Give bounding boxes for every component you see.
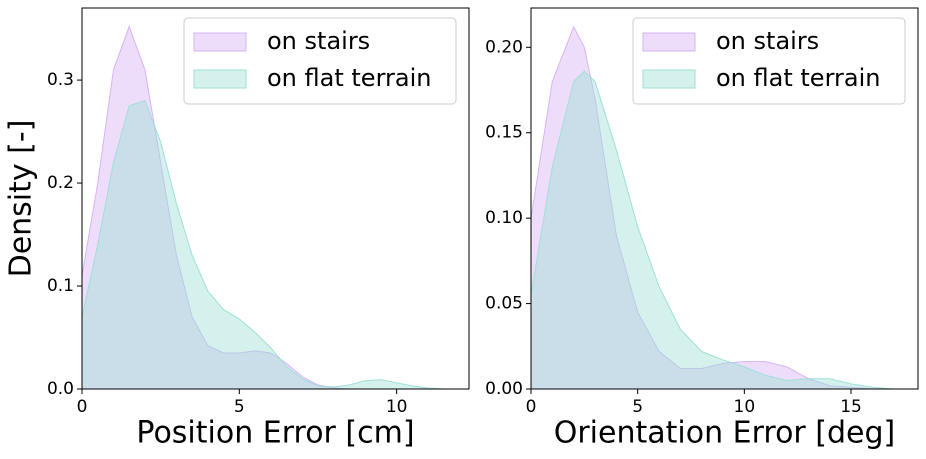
legend-label: on flat terrain [267, 64, 431, 92]
x-axis-label: Position Error [cm] [136, 416, 414, 451]
y-tick-label: 0.2 [47, 173, 74, 193]
legend-box [632, 17, 906, 105]
density-area [530, 70, 916, 390]
y-tick-label: 0.3 [47, 70, 74, 90]
y-tick-label: 0.05 [485, 294, 523, 314]
x-tick-label: 15 [840, 397, 862, 417]
y-tick-label: 0.0 [47, 379, 74, 399]
density-area [81, 100, 460, 390]
y-tick-label: 0.20 [485, 37, 523, 57]
x-axis-label: Orientation Error [deg] [554, 416, 896, 451]
x-tick-label: 5 [234, 397, 245, 417]
y-axis-label: Density [-] [4, 120, 39, 278]
x-tick-label: 0 [526, 397, 537, 417]
x-tick-label: 10 [386, 397, 408, 417]
legend-swatch [193, 69, 247, 89]
x-tick-label: 0 [77, 397, 88, 417]
axes-frame [81, 7, 470, 390]
x-tick-label: 10 [734, 397, 756, 417]
y-tick-label: 0.15 [485, 123, 523, 143]
legend-label: on flat terrain [716, 64, 880, 92]
legend-label: on stairs [267, 27, 370, 55]
density-area [530, 25, 916, 390]
legend-swatch [642, 69, 696, 89]
legend-box [183, 17, 457, 105]
axes-frame [530, 7, 919, 390]
legend-swatch [642, 32, 696, 52]
y-tick-label: 0.1 [47, 276, 74, 296]
x-tick-label: 5 [632, 397, 643, 417]
legend-swatch [193, 32, 247, 52]
y-tick-label: 0.00 [485, 379, 523, 399]
legend-label: on stairs [716, 27, 819, 55]
y-tick-label: 0.10 [485, 208, 523, 228]
